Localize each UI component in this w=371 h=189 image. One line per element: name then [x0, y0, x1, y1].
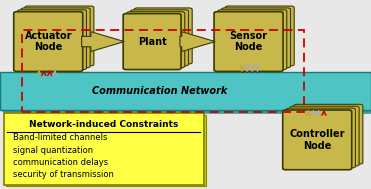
FancyBboxPatch shape	[17, 10, 86, 70]
FancyBboxPatch shape	[218, 10, 287, 70]
Bar	[7, 75, 371, 113]
Text: Communication Network: Communication Network	[92, 86, 227, 96]
Text: Controller
Node: Controller Node	[289, 129, 345, 151]
Text: Sensor
Node: Sensor Node	[230, 31, 267, 52]
FancyBboxPatch shape	[294, 104, 363, 164]
Text: security of transmission: security of transmission	[13, 170, 114, 179]
Bar	[22, 30, 304, 112]
FancyBboxPatch shape	[221, 8, 290, 68]
FancyBboxPatch shape	[25, 6, 94, 66]
FancyBboxPatch shape	[225, 6, 294, 66]
Text: Network-induced Constraints: Network-induced Constraints	[29, 120, 178, 129]
Text: Plant: Plant	[138, 37, 167, 46]
FancyBboxPatch shape	[131, 10, 188, 66]
FancyBboxPatch shape	[286, 108, 355, 168]
FancyBboxPatch shape	[214, 12, 283, 71]
FancyArrow shape	[82, 32, 124, 51]
FancyBboxPatch shape	[123, 14, 181, 70]
FancyBboxPatch shape	[290, 106, 359, 166]
FancyBboxPatch shape	[283, 110, 352, 170]
FancyBboxPatch shape	[14, 12, 83, 71]
Bar	[0, 72, 371, 110]
Text: Actuator
Node: Actuator Node	[24, 31, 72, 52]
FancyArrow shape	[180, 32, 215, 51]
Bar	[6, 115, 206, 186]
Bar	[4, 74, 371, 112]
Text: Band-limited channels: Band-limited channels	[13, 133, 107, 143]
Text: signal quantization: signal quantization	[13, 146, 93, 155]
Text: communication delays: communication delays	[13, 158, 108, 167]
Bar	[2, 73, 371, 111]
Bar	[4, 113, 204, 185]
FancyBboxPatch shape	[21, 8, 90, 68]
FancyBboxPatch shape	[127, 12, 185, 68]
FancyBboxPatch shape	[134, 8, 192, 64]
